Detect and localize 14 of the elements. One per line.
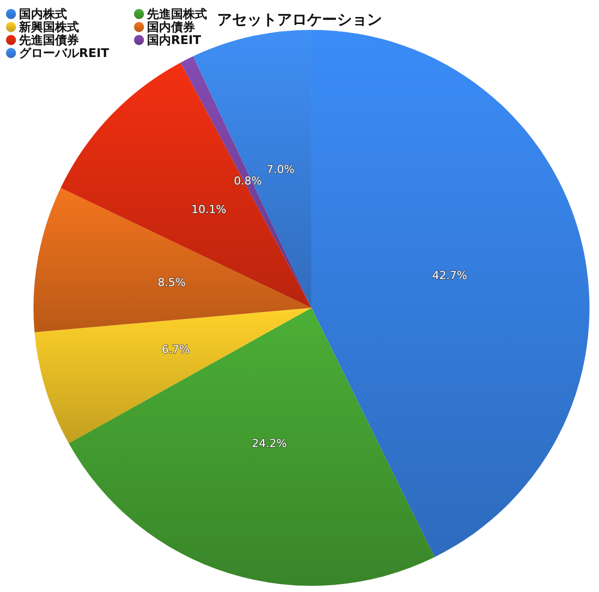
legend-label: グローバルREIT — [19, 46, 110, 60]
legend-label: 新興国株式 — [18, 20, 79, 34]
legend-label: 国内株式 — [19, 7, 67, 21]
data-label: 42.7% — [432, 269, 468, 282]
data-label: 6.7% — [162, 343, 190, 356]
chart-title: アセットアロケーション — [217, 10, 382, 28]
data-label: 10.1% — [191, 203, 226, 216]
legend-label: 先進国債券 — [18, 33, 80, 47]
data-label: 7.0% — [266, 162, 294, 176]
data-label: 8.5% — [158, 276, 186, 290]
legend-label: 先進国株式 — [146, 7, 207, 21]
legend-label: 国内REIT — [147, 33, 202, 47]
legend-label: 国内債券 — [147, 20, 196, 34]
data-label: 24.2% — [252, 436, 287, 450]
